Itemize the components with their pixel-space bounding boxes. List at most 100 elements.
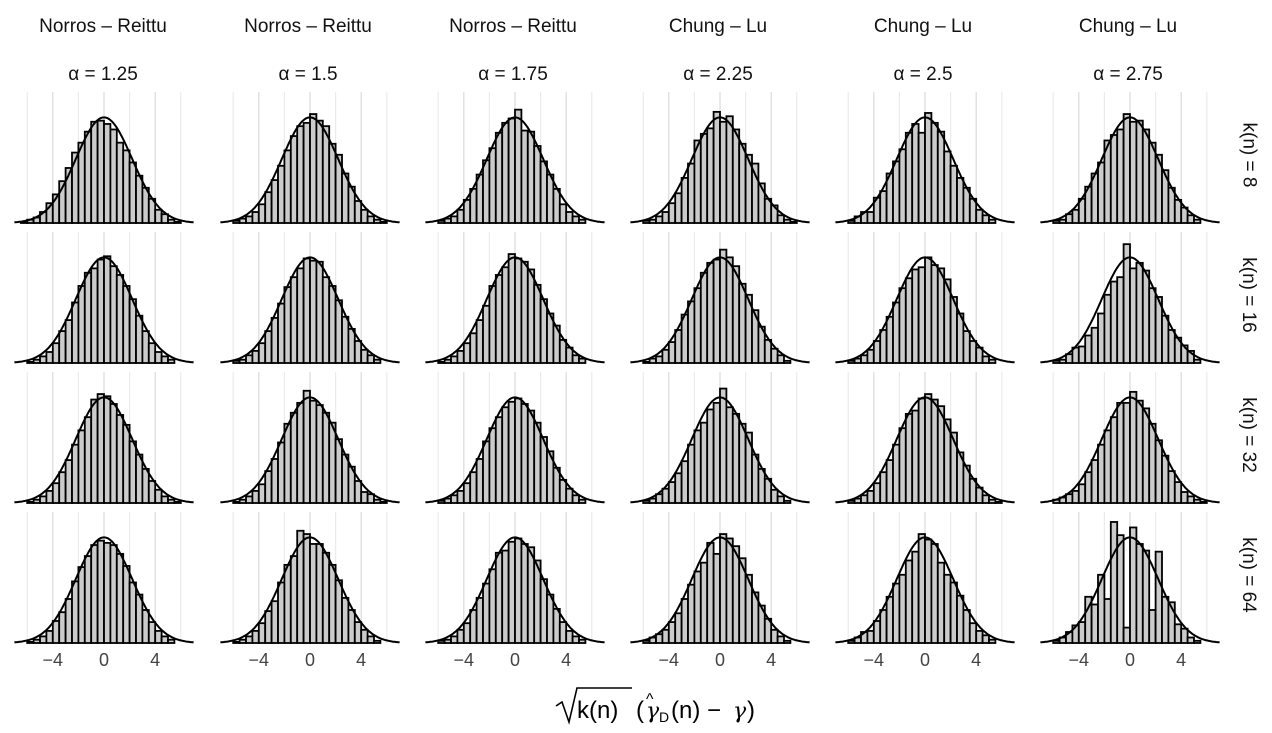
histogram-bar [514,108,523,224]
histogram-bar [526,409,536,504]
histogram-bar [321,551,331,644]
histogram-bar [353,621,363,644]
histogram-panel [1040,232,1220,364]
histogram-bar [141,609,150,644]
histogram-bar [309,399,318,504]
x-tick-label: 0 [714,650,725,670]
histogram-bar [296,267,305,364]
histogram-bar [1077,621,1087,644]
histogram-bar [1084,334,1093,364]
histogram-bar [1148,422,1157,504]
histogram-bar [1129,526,1138,644]
histogram-bar [482,304,491,364]
histogram-bar [45,489,54,504]
histogram-bar [115,552,125,644]
x-tick-label: 4 [561,650,572,670]
histogram-bar [109,544,118,644]
histogram-bar [674,192,683,224]
histogram-bar [96,119,105,224]
histogram-bar [45,629,54,644]
histogram-bar [232,500,241,504]
histogram-bar [264,330,273,364]
histogram-panel [425,92,605,224]
histogram-bar [687,300,696,364]
histogram-bar [552,187,561,224]
histogram-bar [296,401,305,504]
x-tick-label: −4 [42,650,64,670]
histogram-bar [892,301,901,364]
histogram-bar [469,187,478,224]
histogram-bar [450,494,459,504]
alpha-label: α = 2.5 [893,64,953,85]
histogram-bar [699,271,709,364]
histogram-bar [450,635,459,644]
histogram-bar [507,117,516,224]
histogram-bar [501,266,510,364]
histogram-bar [494,551,504,644]
histogram-bar [277,164,286,224]
density-curve [220,116,400,224]
histogram-bar [366,635,375,644]
histogram-bar [687,443,696,504]
histogram-bar [571,215,580,224]
histogram-bar [341,453,350,504]
histogram-bar [725,115,734,224]
density-curve [425,536,605,644]
histogram-bar [1103,293,1112,364]
svg-text:γ: γ [733,699,747,724]
row-label: k(n) = 16 [1238,257,1260,333]
histogram-panel [220,232,400,364]
histogram-bar [302,121,311,224]
histogram-bar [526,130,536,224]
histogram-bar [1077,345,1087,364]
histogram-bar [776,635,785,644]
histogram-bar [892,582,901,644]
histogram-bar [462,342,472,364]
histogram-bar [71,301,80,364]
histogram-bar [879,609,888,644]
histogram-bar [160,213,169,224]
x-tick-label: 0 [1124,650,1135,670]
histogram-bar [956,176,965,224]
histogram-bar [315,543,324,644]
histogram-bar [469,471,478,504]
histogram-bar [360,208,369,224]
histogram-bar [1090,603,1099,644]
histogram-bar [1173,623,1183,644]
histogram-bar [936,405,946,504]
histogram-bar [962,609,971,644]
histogram-bar [64,598,73,644]
histogram-bar [270,458,279,504]
histogram-bar [520,260,529,364]
histogram-bar [1180,491,1189,504]
histogram-bar [866,348,875,364]
histogram-bar [789,220,798,224]
histogram-bar [469,609,478,644]
histogram-bar [706,541,715,644]
histogram-bar [245,495,254,504]
histogram-bar [1154,550,1163,644]
x-tick-label: −4 [453,650,475,670]
histogram-bar [90,120,99,224]
histogram-bar [26,500,35,504]
histogram-bar [45,351,54,364]
column-title: Chung – Lu [873,16,973,37]
histogram-bar [1109,416,1119,504]
row-label: k(n) = 32 [1238,397,1260,473]
histogram-bar [488,147,497,224]
histogram-bar [642,360,651,364]
histogram-bar [924,256,933,364]
histogram-bar [911,268,920,364]
histogram-bar [738,142,747,224]
histogram-bar [77,141,86,224]
histogram-bar [309,543,318,644]
density-curve [630,536,810,644]
histogram-bar [353,480,363,504]
histogram-bar [373,639,382,644]
histogram-bar [571,635,580,644]
histogram-bar [1109,134,1119,224]
histogram-bar [693,287,702,364]
histogram-bar [699,421,709,504]
histogram-bar [1129,390,1138,504]
